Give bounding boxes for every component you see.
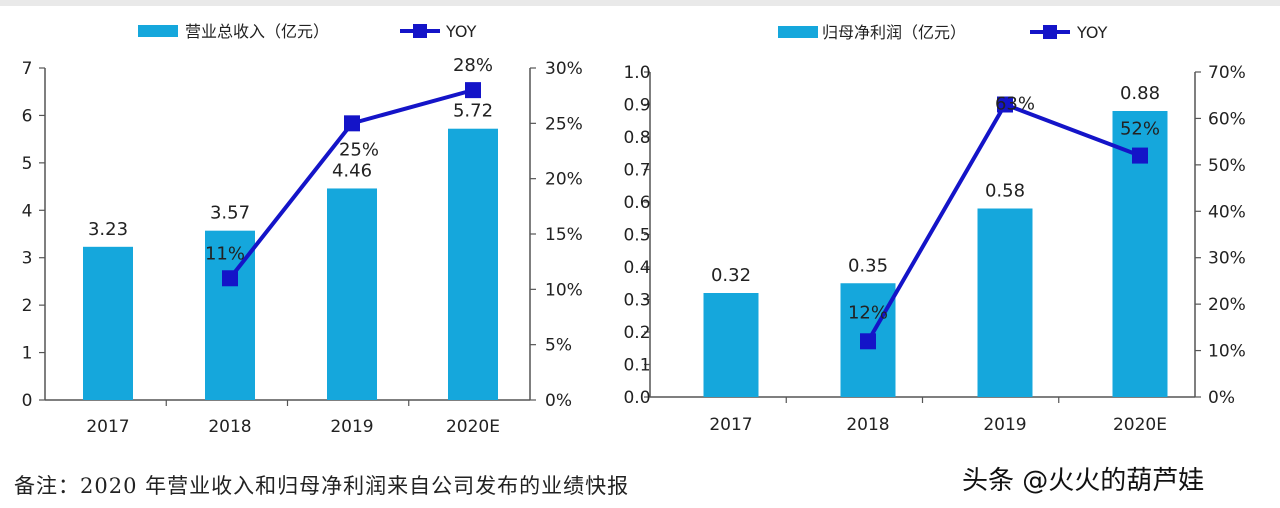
watermark: 头条 @火火的葫芦娃 <box>962 466 1205 496</box>
revenue-legend-bar-swatch <box>138 25 178 37</box>
revenue-left-tick-label: 3 <box>22 249 33 269</box>
revenue-category-label: 2019 <box>330 417 373 437</box>
profit-legend-line-label: YOY <box>1076 23 1108 42</box>
profit-legend-line-marker <box>1043 25 1057 39</box>
revenue-right-tick-label: 30% <box>545 59 583 79</box>
profit-right-tick-label: 70% <box>1208 63 1246 83</box>
profit-yoy-marker <box>1132 147 1148 164</box>
revenue-bar <box>327 188 377 400</box>
revenue-right-tick-label: 20% <box>545 170 583 190</box>
revenue-category-label: 2020E <box>446 417 500 437</box>
revenue-legend-bar-label: 营业总收入（亿元） <box>185 22 329 41</box>
profit-left-tick-label: 0.4 <box>623 258 650 278</box>
profit-yoy-value-label: 12% <box>848 302 888 323</box>
revenue-category-label: 2017 <box>86 417 129 437</box>
profit-yoy-value-label: 52% <box>1120 119 1160 140</box>
revenue-left-tick-label: 4 <box>22 201 33 221</box>
revenue-bar <box>83 246 133 400</box>
profit-category-label: 2020E <box>1113 415 1167 435</box>
profit-left-tick-label: 0.9 <box>623 96 650 116</box>
profit-left-tick-label: 0.5 <box>623 226 650 246</box>
profit-right-tick-label: 10% <box>1208 342 1246 362</box>
profit-legend-bar-label: 归母净利润（亿元） <box>822 23 966 42</box>
footnote: 备注：2020 年营业收入和归母净利润来自公司发布的业绩快报 <box>14 474 630 498</box>
profit-bar-value-label: 0.88 <box>1120 83 1160 104</box>
revenue-bar-value-label: 3.23 <box>88 219 128 240</box>
revenue-category-label: 2018 <box>208 417 251 437</box>
revenue-left-tick-label: 5 <box>22 154 33 174</box>
profit-left-tick-label: 0.7 <box>623 161 650 181</box>
profit-right-tick-label: 50% <box>1208 156 1246 176</box>
profit-right-tick-label: 0% <box>1208 388 1235 408</box>
profit-category-label: 2018 <box>846 415 889 435</box>
profit-bar-value-label: 0.32 <box>711 265 751 286</box>
profit-bar <box>703 293 759 397</box>
profit-right-tick-label: 60% <box>1208 109 1246 129</box>
profit-bar-value-label: 0.35 <box>848 255 888 276</box>
profit-left-tick-label: 0.6 <box>623 193 650 213</box>
profit-bar-value-label: 0.58 <box>985 181 1025 202</box>
revenue-right-tick-label: 10% <box>545 280 583 300</box>
profit-bar <box>977 208 1033 397</box>
revenue-left-tick-label: 0 <box>22 391 33 411</box>
top-band <box>0 0 1280 6</box>
profit-yoy-value-label: 63% <box>995 94 1035 115</box>
profit-legend-bar-swatch <box>778 26 818 38</box>
profit-category-label: 2019 <box>983 415 1026 435</box>
revenue-bar-value-label: 4.46 <box>332 160 372 181</box>
net-profit-chart: 归母净利润（亿元） YOY 0.0 0.1 0.2 0.3 0.4 0.5 0.6 0.7 0.8 0… <box>623 23 1246 435</box>
profit-left-tick-label: 0.0 <box>623 388 650 408</box>
profit-left-tick-label: 0.1 <box>623 356 650 376</box>
revenue-right-tick-label: 15% <box>545 225 583 245</box>
profit-right-tick-label: 40% <box>1208 202 1246 222</box>
revenue-yoy-value-label: 28% <box>453 55 493 76</box>
revenue-right-tick-label: 25% <box>545 114 583 134</box>
profit-yoy-marker <box>860 333 876 350</box>
revenue-left-tick-label: 7 <box>22 59 33 79</box>
revenue-yoy-value-label: 11% <box>205 243 245 264</box>
profit-category-label: 2017 <box>709 415 752 435</box>
revenue-yoy-value-label: 25% <box>339 139 379 160</box>
revenue-yoy-marker <box>344 115 360 132</box>
profit-left-tick-label: 1.0 <box>623 63 650 83</box>
revenue-right-tick-label: 5% <box>545 336 572 356</box>
revenue-bar-value-label: 5.72 <box>453 101 493 122</box>
revenue-left-tick-label: 6 <box>22 106 33 126</box>
revenue-yoy-marker <box>222 270 238 287</box>
profit-right-tick-label: 30% <box>1208 249 1246 269</box>
profit-right-tick-label: 20% <box>1208 295 1246 315</box>
revenue-left-tick-label: 2 <box>22 296 33 316</box>
profit-yoy-marker <box>997 96 1013 113</box>
profit-left-tick-label: 0.3 <box>623 291 650 311</box>
revenue-left-tick-label: 1 <box>22 344 33 364</box>
revenue-right-tick-label: 0% <box>545 391 572 411</box>
revenue-bar-value-label: 3.57 <box>210 203 250 224</box>
revenue-legend-line-label: YOY <box>445 22 477 41</box>
revenue-bar <box>448 128 498 401</box>
revenue-chart: 营业总收入（亿元） YOY 0 1 2 3 4 5 6 7 0% 5% 10% 15% 20% 25% 30% 2… <box>22 22 583 437</box>
revenue-yoy-marker <box>465 82 481 99</box>
profit-left-tick-label: 0.2 <box>623 323 650 343</box>
profit-left-tick-label: 0.8 <box>623 128 650 148</box>
revenue-legend-line-marker <box>413 24 427 38</box>
